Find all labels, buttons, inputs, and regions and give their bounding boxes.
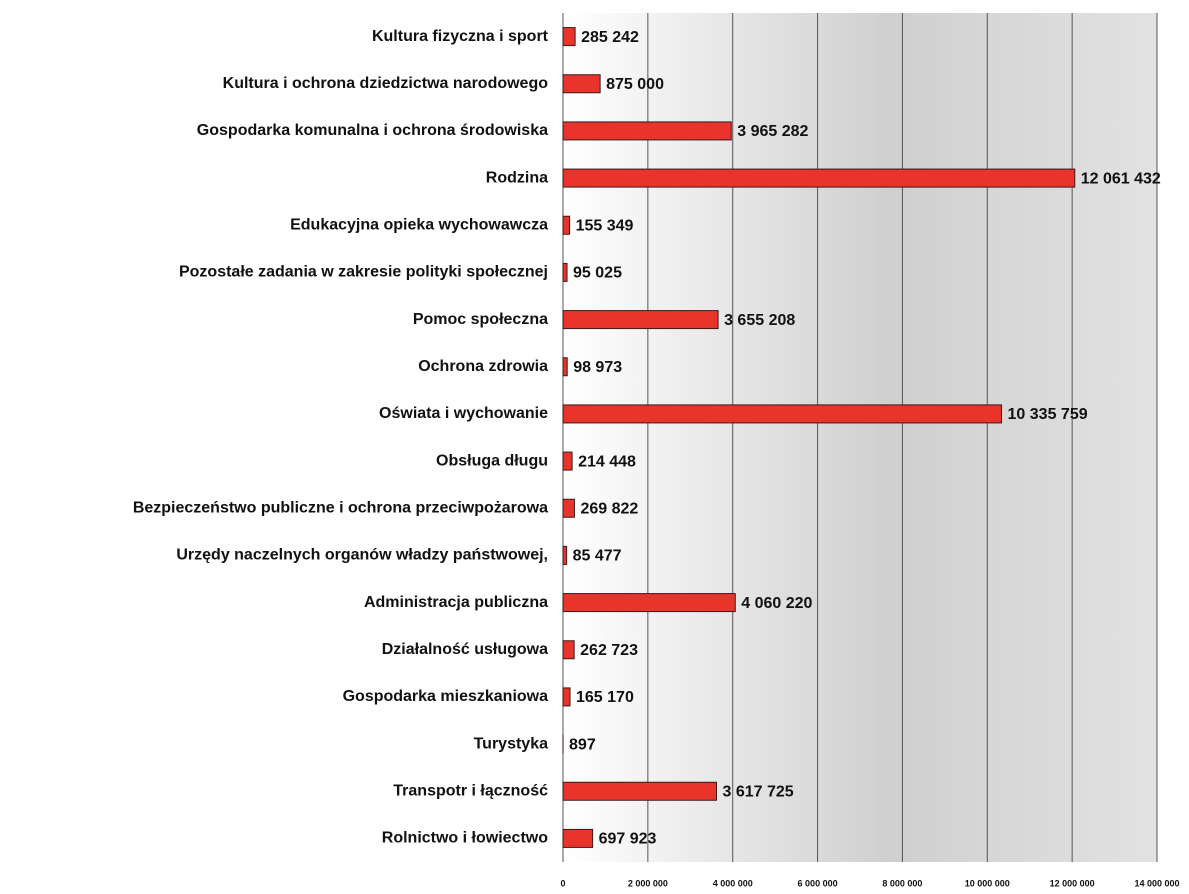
value-label: 897 (569, 736, 596, 753)
x-tick-label: 6 000 000 (798, 878, 838, 888)
value-label: 262 723 (580, 642, 638, 659)
value-label: 155 349 (576, 217, 634, 234)
bar (562, 27, 576, 47)
value-label: 214 448 (578, 453, 636, 470)
bar (562, 781, 717, 801)
value-label: 697 923 (599, 831, 657, 848)
bar (562, 168, 1076, 188)
bar (562, 545, 568, 565)
y-tick-label: Rodzina (486, 169, 548, 186)
value-label: 285 242 (581, 29, 639, 46)
value-label: 98 973 (573, 359, 622, 376)
value-label: 165 170 (576, 689, 634, 706)
value-label: 4 060 220 (741, 595, 812, 612)
value-label: 269 822 (580, 500, 638, 517)
y-tick-label: Ochrona zdrowia (418, 358, 548, 375)
x-tick-label: 4 000 000 (713, 878, 753, 888)
y-tick-label: Bezpieczeństwo publiczne i ochrona przec… (133, 499, 548, 516)
y-tick-label: Administracja publiczna (364, 594, 548, 611)
plot-area (563, 13, 1157, 862)
y-tick-label: Edukacyjna opieka wychowawcza (290, 216, 548, 233)
y-tick-label: Oświata i wychowanie (379, 405, 548, 422)
bar (562, 498, 575, 518)
y-tick-label: Gospodarka mieszkaniowa (343, 688, 549, 705)
bar (562, 310, 719, 330)
y-tick-label: Pozostałe zadania w zakresie polityki sp… (179, 264, 548, 281)
x-tick-label: 10 000 000 (965, 878, 1010, 888)
bar (562, 640, 575, 660)
y-tick-label: Kultura i ochrona dziedzictwa narodowego (223, 75, 549, 92)
bar (562, 828, 594, 848)
y-tick-label: Turystyka (474, 735, 549, 752)
y-tick-label: Działalność usługowa (382, 641, 548, 658)
bar (562, 593, 736, 613)
x-tick-label: 12 000 000 (1050, 878, 1095, 888)
bar (562, 121, 732, 141)
bar (562, 262, 568, 282)
value-label: 3 655 208 (724, 312, 795, 329)
value-label: 12 061 432 (1081, 170, 1161, 187)
y-tick-label: Rolnictwo i łowiectwo (382, 830, 548, 847)
y-tick-label: Pomoc społeczna (413, 311, 548, 328)
value-label: 85 477 (573, 548, 622, 565)
bar (562, 404, 1003, 424)
y-tick-label: Obsługa długu (436, 452, 548, 469)
bar (562, 451, 573, 471)
value-label: 3 617 725 (722, 783, 793, 800)
y-tick-label: Urzędy naczelnych organów władzy państwo… (176, 547, 548, 564)
bar (562, 74, 601, 94)
value-label: 10 335 759 (1008, 406, 1088, 423)
x-tick-label: 8 000 000 (882, 878, 922, 888)
y-tick-label: Transpotr i łączność (393, 782, 548, 799)
y-tick-label: Gospodarka komunalna i ochrona środowisk… (197, 122, 548, 139)
value-label: 3 965 282 (737, 123, 808, 140)
bar (562, 215, 571, 235)
x-tick-label: 0 (560, 878, 565, 888)
value-label: 875 000 (606, 76, 664, 93)
x-tick-label: 14 000 000 (1134, 878, 1179, 888)
bar (562, 357, 568, 377)
y-tick-label: Kultura fizyczna i sport (372, 28, 549, 45)
bar (562, 687, 571, 707)
value-label: 95 025 (573, 265, 622, 282)
x-tick-label: 2 000 000 (628, 878, 668, 888)
